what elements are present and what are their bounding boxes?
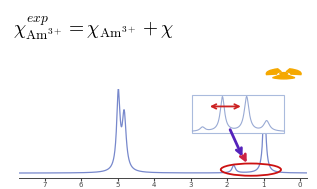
Wedge shape [266, 69, 281, 75]
Text: $\chi^{\mathit{exp}}_{\mathrm{Am}^{3+}}=\chi_{\mathrm{Am}^{3+}}+\chi$: $\chi^{\mathit{exp}}_{\mathrm{Am}^{3+}}=… [13, 14, 174, 42]
Circle shape [280, 73, 288, 75]
Wedge shape [286, 69, 301, 75]
Wedge shape [273, 75, 295, 79]
Bar [192, 95, 284, 133]
